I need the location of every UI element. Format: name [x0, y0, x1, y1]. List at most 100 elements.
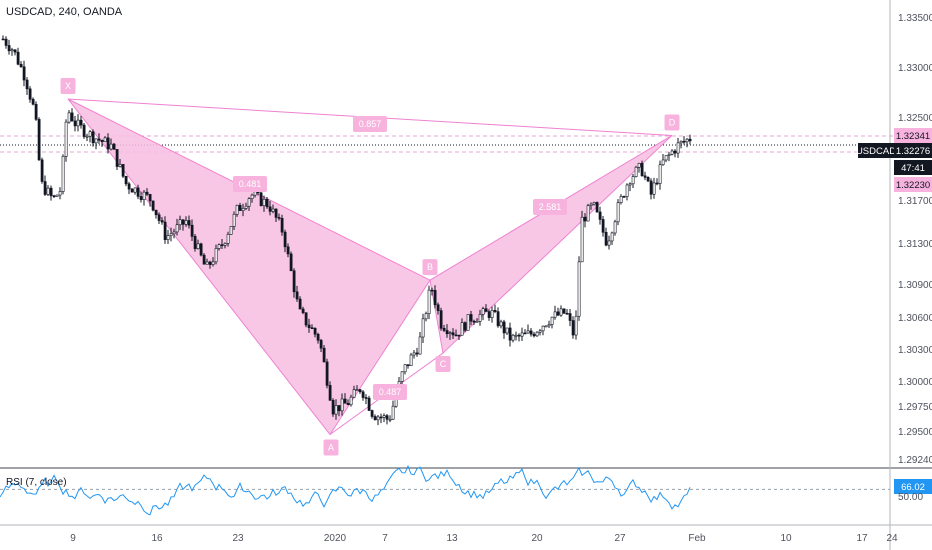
price-label: USDCAD	[856, 146, 896, 157]
candle-body	[277, 217, 281, 219]
candle-body	[310, 327, 314, 329]
candle-body	[448, 332, 452, 335]
candle-body	[139, 196, 143, 200]
candle-body	[514, 334, 518, 337]
candle-body	[439, 310, 443, 329]
candle-body	[688, 138, 692, 142]
candle-body	[88, 131, 92, 137]
price-label: 47:41	[901, 163, 925, 174]
candle-body	[187, 220, 191, 226]
pattern-ratio-label: 0.487	[379, 387, 402, 397]
candle-body	[673, 150, 677, 154]
price-label-box	[894, 160, 932, 175]
candle-body	[79, 119, 83, 126]
price-tick-label: 1.30300	[898, 345, 932, 356]
symbol-title: USDCAD, 240, OANDA	[6, 6, 123, 18]
candle-body	[469, 314, 473, 322]
candle-body	[25, 79, 29, 90]
candle-body	[202, 254, 206, 265]
candle-body	[52, 195, 56, 198]
candle-body	[196, 243, 200, 249]
candle-body	[616, 202, 620, 223]
candle-body	[157, 214, 161, 221]
candle-body	[553, 311, 557, 318]
candle-body	[40, 159, 44, 182]
candle-body	[268, 206, 272, 212]
candle-body	[631, 176, 635, 185]
price-tick-label: 1.29240	[898, 455, 932, 466]
candle-body	[124, 175, 128, 185]
candle-body	[481, 308, 485, 315]
candle-body	[343, 398, 347, 404]
candle-body	[361, 391, 365, 398]
rsi-pane	[0, 464, 890, 516]
candle-body	[34, 103, 38, 120]
candle-body	[499, 321, 503, 327]
candle-body	[667, 154, 671, 156]
candle-body	[457, 334, 461, 337]
candle-body	[64, 121, 68, 157]
candle-body	[22, 66, 26, 81]
time-tick-label: 24	[886, 533, 898, 544]
candle-body	[496, 311, 500, 327]
candle-body	[298, 298, 302, 310]
candle-body	[148, 194, 152, 202]
candle-body	[28, 88, 32, 100]
candle-body	[133, 187, 137, 193]
pattern-point-label-bg	[60, 77, 76, 94]
candle-body	[403, 364, 407, 373]
candle-body	[373, 416, 377, 421]
candle-body	[577, 261, 581, 317]
candle-body	[115, 149, 119, 167]
candle-body	[379, 416, 383, 419]
candle-body	[199, 243, 203, 256]
candle-body	[391, 405, 395, 420]
candle-body	[493, 310, 497, 312]
candle-body	[649, 180, 653, 195]
candle-body	[253, 191, 257, 196]
candle-body	[349, 396, 353, 406]
candle-body	[13, 49, 17, 53]
price-tick-label: 1.31300	[898, 239, 932, 250]
candle-body	[502, 321, 506, 334]
time-tick-label: 20	[531, 533, 543, 544]
candle-body	[58, 191, 62, 196]
candle-body	[538, 330, 542, 333]
candle-body	[121, 164, 125, 177]
candle-body	[550, 316, 554, 325]
candle-body	[100, 139, 104, 143]
candle-body	[520, 332, 524, 337]
candle-body	[67, 112, 71, 123]
candle-body	[322, 347, 326, 363]
candle-body	[19, 63, 23, 68]
candle-body	[415, 352, 419, 355]
pattern-labels[interactable]: X A B C D 0.857 0.481 0.487 2.581	[60, 77, 680, 456]
candle-body	[664, 155, 668, 161]
pattern-point-label-bg	[664, 114, 680, 131]
candle-body	[625, 184, 629, 197]
harmonic-pattern[interactable]	[67, 98, 673, 436]
candle-body	[547, 324, 551, 327]
candle-body	[163, 221, 167, 240]
candle-body	[355, 389, 359, 391]
candle-body	[37, 119, 41, 161]
candle-body	[319, 339, 323, 349]
candle-body	[31, 98, 35, 105]
candle-body	[193, 236, 197, 249]
candle-body	[556, 311, 560, 316]
candle-body	[619, 196, 623, 203]
candle-body	[274, 208, 278, 218]
candle-body	[82, 124, 86, 137]
price-label: 1.32276	[896, 146, 930, 157]
candle-body	[628, 183, 632, 186]
candle-body	[559, 308, 563, 316]
candle-body	[109, 143, 113, 150]
candle-body	[598, 211, 602, 220]
candle-body	[334, 405, 338, 415]
candle-body	[511, 334, 515, 341]
candle-body	[679, 140, 683, 144]
candle-body	[676, 142, 680, 154]
candle-body	[217, 244, 221, 249]
candle-body	[451, 332, 455, 336]
